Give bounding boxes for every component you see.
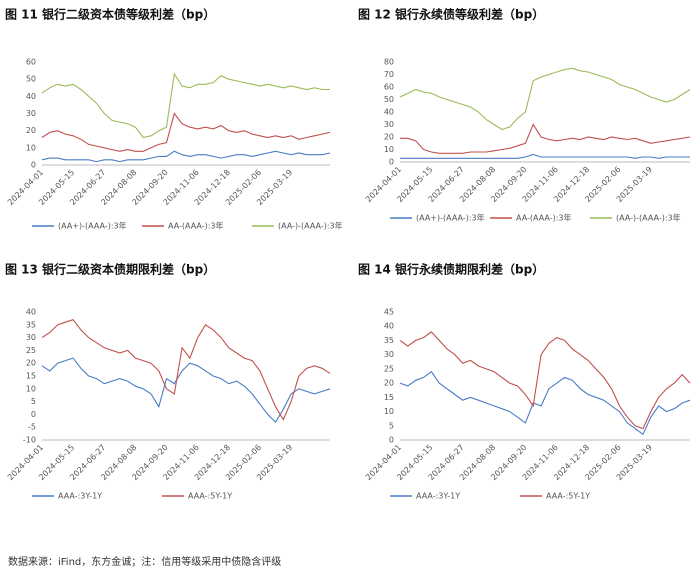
series-line bbox=[41, 150, 331, 163]
series-line bbox=[399, 67, 691, 131]
series-line bbox=[399, 370, 691, 436]
source-note: 数据来源：iFind，东方金诚；注：信用等级采用中债隐含评级 bbox=[8, 555, 281, 568]
y-tick-label: 30 bbox=[384, 120, 394, 129]
legend-label: AAA-:3Y-1Y bbox=[416, 492, 460, 501]
series-line bbox=[41, 72, 330, 139]
y-tick-label: 20 bbox=[384, 379, 394, 388]
y-tick-label: 35 bbox=[26, 320, 36, 329]
series-line bbox=[400, 153, 690, 159]
y-tick-label: 60 bbox=[384, 83, 394, 92]
legend-label: (AA+)-(AAA-):3年 bbox=[58, 221, 127, 231]
y-tick-label: 50 bbox=[26, 75, 36, 84]
y-tick-label: 10 bbox=[26, 143, 36, 152]
y-tick-label: 0 bbox=[31, 410, 36, 419]
y-tick-label: 0 bbox=[389, 436, 394, 445]
legend-label: (AA-)-(AAA-):3年 bbox=[278, 221, 343, 231]
y-tick-label: 80 bbox=[384, 58, 394, 67]
y-tick-label: 5 bbox=[389, 421, 394, 430]
legend-label: AA-(AAA-):3年 bbox=[168, 221, 223, 231]
legend-label: AA-(AAA-):3年 bbox=[516, 213, 571, 223]
y-tick-label: 20 bbox=[26, 126, 36, 135]
chart-title: 图 11 银行二级资本债等级利差（bp） bbox=[5, 7, 215, 22]
y-tick-label: 60 bbox=[26, 58, 36, 67]
chart-title: 图 14 银行永续债期限利差（bp） bbox=[358, 262, 544, 277]
y-tick-label: 10 bbox=[26, 384, 36, 393]
y-tick-label: 40 bbox=[26, 308, 36, 317]
y-tick-label: -5 bbox=[28, 423, 36, 432]
y-tick-label: 40 bbox=[384, 322, 394, 331]
y-tick-label: -10 bbox=[23, 436, 36, 445]
series-line bbox=[41, 357, 331, 423]
y-tick-label: 20 bbox=[26, 359, 36, 368]
y-tick-label: 50 bbox=[384, 95, 394, 104]
series-line bbox=[41, 112, 331, 152]
y-tick-label: 25 bbox=[384, 364, 394, 373]
y-tick-label: 45 bbox=[384, 308, 394, 317]
y-tick-label: 5 bbox=[31, 397, 36, 406]
legend-label: (AA-)-(AAA-):3年 bbox=[616, 213, 681, 223]
y-tick-label: 40 bbox=[26, 92, 36, 101]
y-tick-label: 15 bbox=[384, 393, 394, 402]
y-tick-label: 30 bbox=[26, 109, 36, 118]
legend-label: AAA-:3Y-1Y bbox=[58, 492, 102, 501]
series-line bbox=[41, 319, 331, 421]
y-tick-label: 0 bbox=[389, 158, 394, 167]
y-tick-label: 70 bbox=[384, 70, 394, 79]
series-line bbox=[400, 123, 691, 154]
y-tick-label: 25 bbox=[26, 346, 36, 355]
legend-label: AAA-:5Y-1Y bbox=[188, 492, 232, 501]
y-tick-label: 0 bbox=[31, 161, 36, 170]
y-tick-label: 30 bbox=[384, 350, 394, 359]
series-line bbox=[399, 331, 691, 430]
y-tick-label: 20 bbox=[384, 133, 394, 142]
y-tick-label: 30 bbox=[26, 333, 36, 342]
y-tick-label: 10 bbox=[384, 407, 394, 416]
chart-title: 图 13 银行二级资本债期限利差（bp） bbox=[5, 262, 215, 277]
y-tick-label: 10 bbox=[384, 145, 394, 154]
chart-title: 图 12 银行永续债等级利差（bp） bbox=[358, 7, 544, 22]
y-tick-label: 40 bbox=[384, 108, 394, 117]
legend-label: AAA-:5Y-1Y bbox=[546, 492, 590, 501]
y-tick-label: 15 bbox=[26, 372, 36, 381]
y-tick-label: 35 bbox=[384, 336, 394, 345]
legend-label: (AA+)-(AAA-):3年 bbox=[416, 213, 485, 223]
